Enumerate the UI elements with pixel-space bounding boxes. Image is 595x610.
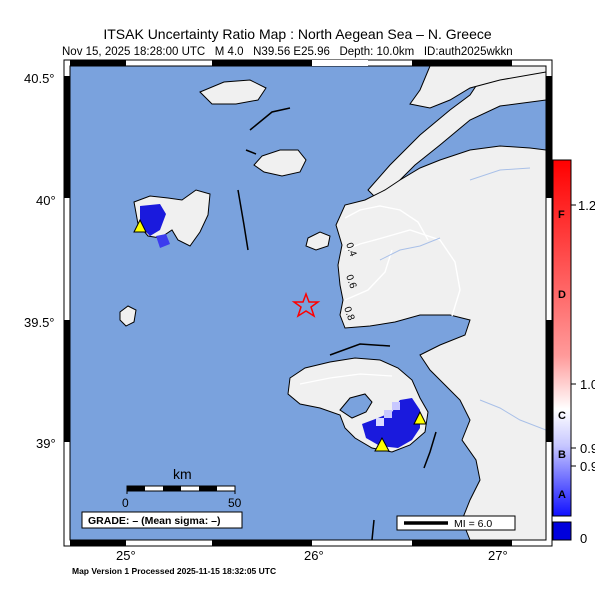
fault-line	[237, 189, 249, 251]
colorbar-tick: 1.0	[580, 377, 595, 392]
fault-line	[329, 343, 391, 356]
scale-unit: km	[173, 466, 192, 482]
scale-end: 50	[228, 496, 242, 510]
fault-line	[423, 431, 437, 469]
station-triangle-icon	[413, 410, 427, 425]
colorbar-tick: 1.2	[578, 198, 595, 213]
colorbar-tick: 0.9	[580, 441, 595, 456]
mi-legend-box	[396, 515, 516, 531]
grade-text: GRADE: – (Mean sigma: –)	[88, 515, 220, 527]
station-triangle-icon	[133, 218, 147, 233]
fault-line	[249, 107, 291, 131]
colorbar-zero-swatch	[552, 521, 572, 541]
contour-line	[299, 373, 393, 385]
colorbar-grade: F	[558, 209, 565, 221]
anatolia-land	[335, 145, 546, 540]
colorbar-grade: C	[558, 410, 566, 422]
uncertainty-patch-lesbos	[362, 398, 420, 448]
contour-line	[344, 229, 461, 317]
colorbar-grade: B	[558, 449, 566, 461]
contour-label: 0.6	[343, 273, 358, 290]
gallipoli-land	[367, 66, 546, 201]
contour-label: 0.8	[341, 305, 356, 322]
map-subtitle: Nov 15, 2025 18:28:00 UTC M 4.0 N39.56 E…	[62, 46, 513, 58]
lon-label: 27°	[488, 548, 508, 563]
scale-start: 0	[122, 496, 129, 510]
processing-footer: Map Version 1 Processed 2025-11-15 18:32…	[72, 566, 277, 576]
lat-label: 40.5°	[24, 71, 55, 86]
map-frame-ticks	[64, 60, 552, 546]
colorbar-grade: A	[558, 489, 566, 501]
colorbar-grade: D	[558, 289, 566, 301]
mi-legend-text: MI = 6.0	[454, 518, 492, 530]
lon-label: 26°	[304, 548, 324, 563]
contour-line	[344, 249, 393, 301]
lat-label: 39°	[36, 436, 56, 451]
colorbar	[552, 159, 572, 517]
fault-line	[371, 519, 375, 540]
fault-line	[245, 149, 257, 155]
imbros-island	[253, 149, 307, 177]
lat-label: 40°	[36, 193, 56, 208]
tenedos-island	[305, 231, 331, 251]
lat-label: 39.5°	[24, 315, 55, 330]
thrace-land	[409, 66, 546, 109]
station-triangle-icon	[374, 436, 390, 452]
agios-efstratios-island	[119, 305, 137, 327]
grade-box	[81, 511, 243, 529]
epicenter-star-icon	[291, 291, 321, 318]
lon-label: 25°	[116, 548, 136, 563]
uncertainty-patch-lemnos	[140, 204, 166, 236]
colorbar-tick: 0.9	[580, 459, 595, 474]
colorbar-tick: 0	[580, 531, 587, 546]
samothrace-island	[199, 79, 267, 105]
land-layer	[119, 66, 546, 540]
contour-label: 0.4	[343, 241, 358, 258]
map-title: ITSAK Uncertainty Ratio Map : North Aege…	[103, 26, 492, 42]
contour-line	[344, 205, 429, 241]
